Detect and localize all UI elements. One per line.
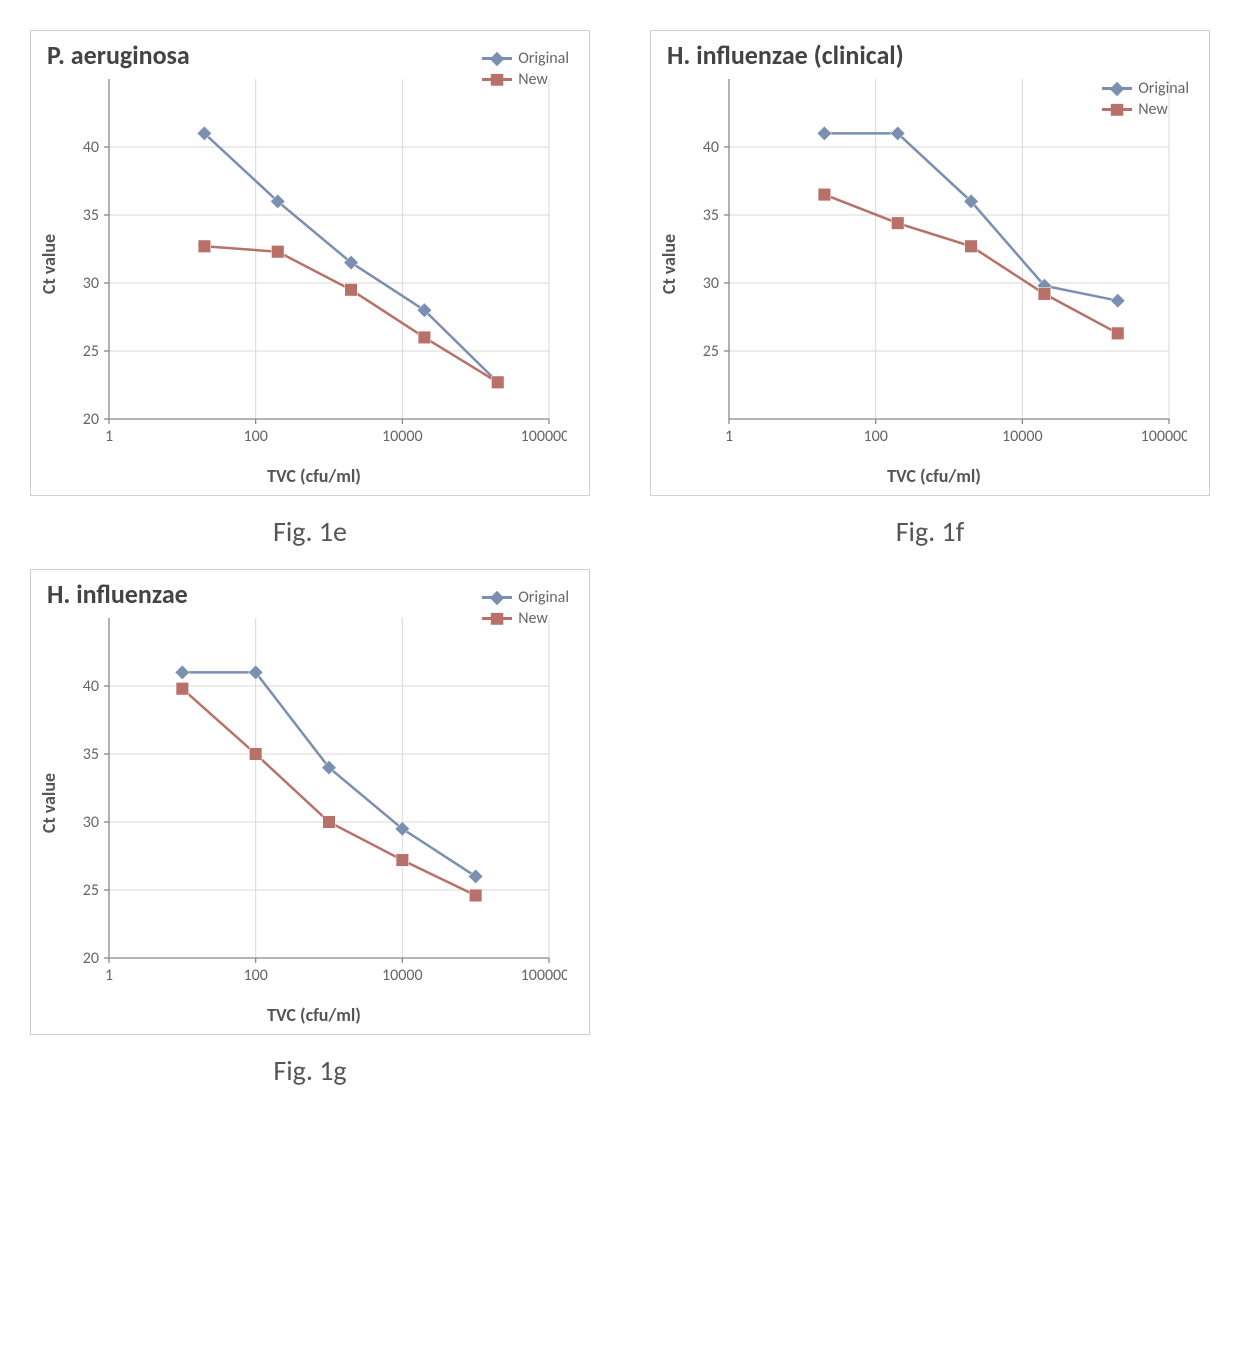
svg-text:100: 100 (244, 427, 268, 446)
panel-title: H. influenzae (47, 578, 188, 610)
y-axis-label: Ct value (38, 234, 60, 294)
svg-text:10000: 10000 (382, 427, 423, 446)
legend-label: Original (518, 49, 569, 68)
legend: Original New (482, 49, 569, 91)
legend-label: New (1138, 100, 1168, 119)
chart-panel-fig1e: P. aeruginosa Original New Ct value 20 25… (30, 30, 590, 496)
chart-panel-fig1f: H. influenzae (clinical) Original New Ct… (650, 30, 1210, 496)
svg-text:100: 100 (864, 427, 888, 446)
svg-text:10000: 10000 (1002, 427, 1043, 446)
grid-cell: H. influenzae (clinical) Original New Ct… (650, 30, 1210, 549)
svg-text:25: 25 (83, 881, 99, 900)
legend-item-original: Original (1102, 79, 1189, 98)
legend-item-new: New (1102, 100, 1189, 119)
svg-text:25: 25 (703, 342, 719, 361)
svg-text:35: 35 (703, 206, 719, 225)
x-axis-label: TVC (cfu/ml) (53, 1004, 575, 1026)
legend-label: Original (518, 588, 569, 607)
y-axis-label: Ct value (38, 773, 60, 833)
svg-text:30: 30 (703, 274, 719, 293)
svg-text:40: 40 (83, 138, 99, 157)
svg-text:1: 1 (105, 966, 113, 985)
x-axis-label: TVC (cfu/ml) (53, 465, 575, 487)
legend-item-original: Original (482, 49, 569, 68)
svg-text:100: 100 (244, 966, 268, 985)
x-axis-label: TVC (cfu/ml) (673, 465, 1195, 487)
panel-title: P. aeruginosa (47, 39, 190, 71)
chart-svg: 20 25 30 35 40 1 100 10000 1000000 (53, 580, 567, 1002)
svg-text:1000000: 1000000 (521, 427, 567, 446)
svg-text:35: 35 (83, 745, 99, 764)
legend-label: New (518, 70, 548, 89)
legend-item-new: New (482, 70, 569, 89)
svg-text:20: 20 (83, 949, 99, 968)
legend-label: New (518, 609, 548, 628)
chart-svg: 20 25 30 35 40 1 100 10000 1000000 (53, 41, 567, 463)
legend-item-new: New (482, 609, 569, 628)
svg-text:25: 25 (83, 342, 99, 361)
grid-cell: P. aeruginosa Original New Ct value 20 25… (30, 30, 590, 549)
svg-text:40: 40 (83, 677, 99, 696)
figure-caption: Fig. 1e (30, 514, 590, 549)
svg-text:40: 40 (703, 138, 719, 157)
legend: Original New (482, 588, 569, 630)
chart-panel-fig1g: H. influenzae Original New Ct value 20 25… (30, 569, 590, 1035)
legend: Original New (1102, 79, 1189, 121)
svg-text:20: 20 (83, 410, 99, 429)
figure-caption: Fig. 1g (30, 1053, 590, 1088)
svg-text:1: 1 (725, 427, 733, 446)
legend-item-original: Original (482, 588, 569, 607)
grid-cell: H. influenzae Original New Ct value 20 25… (30, 569, 590, 1088)
legend-label: Original (1138, 79, 1189, 98)
y-axis-label: Ct value (658, 234, 680, 294)
svg-text:30: 30 (83, 274, 99, 293)
panel-title: H. influenzae (clinical) (667, 39, 904, 71)
svg-text:10000: 10000 (382, 966, 423, 985)
svg-text:35: 35 (83, 206, 99, 225)
svg-text:30: 30 (83, 813, 99, 832)
svg-text:1: 1 (105, 427, 113, 446)
svg-text:1000000: 1000000 (1141, 427, 1187, 446)
figure-caption: Fig. 1f (650, 514, 1210, 549)
svg-text:1000000: 1000000 (521, 966, 567, 985)
